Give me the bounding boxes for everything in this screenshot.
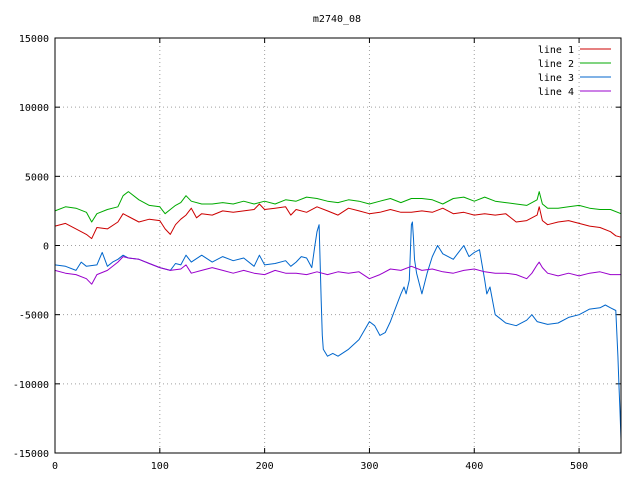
y-tick-label: 15000 [19,34,49,45]
y-tick-label: 5000 [25,172,49,183]
y-tick-label: 0 [43,242,49,253]
x-tick-label: 100 [151,461,169,472]
legend-label-2: line 2 [538,59,574,70]
axis-ticks: 0 100 200 300 400 500 -15000 -10000 -5000 0 5000 10… [13,34,621,472]
series-line-2 [54,191,622,223]
grid [55,38,621,453]
y-tick-label: -5000 [19,311,49,322]
legend-label-1: line 1 [538,45,574,56]
legend-label-4: line 4 [538,87,574,98]
y-tick-label: -15000 [13,449,49,460]
x-tick-label: 400 [465,461,483,472]
x-tick-label: 200 [256,461,274,472]
y-tick-label: 10000 [19,103,49,114]
series-line-1 [54,203,622,240]
legend-label-3: line 3 [538,73,574,84]
y-tick-label: -10000 [13,380,49,391]
series-line-3 [54,221,622,440]
x-tick-label: 300 [360,461,378,472]
chart-title: m2740_08 [313,14,361,25]
x-tick-label: 0 [52,461,58,472]
plot-frame [54,37,622,454]
x-tick-label: 500 [570,461,588,472]
series-lines [54,191,622,440]
series-line-4 [54,256,621,285]
legend: line 1 line 2 line 3 line 4 [538,45,611,98]
